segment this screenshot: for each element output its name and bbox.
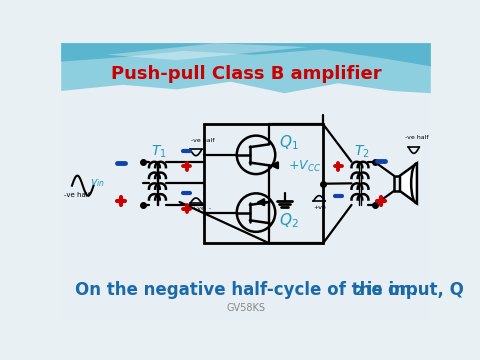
Text: Push-pull Class B amplifier: Push-pull Class B amplifier xyxy=(111,65,381,83)
Text: is on.: is on. xyxy=(361,280,417,298)
Bar xyxy=(394,176,400,191)
Polygon shape xyxy=(400,163,417,203)
Polygon shape xyxy=(61,43,431,70)
Text: $+V_{CC}$: $+V_{CC}$ xyxy=(288,159,322,174)
Text: $Q_1$: $Q_1$ xyxy=(279,133,299,152)
Polygon shape xyxy=(108,43,308,60)
Text: On the negative half-cycle of the input, Q: On the negative half-cycle of the input,… xyxy=(75,280,464,298)
Text: $Q_2$: $Q_2$ xyxy=(279,211,299,230)
Text: 2: 2 xyxy=(355,285,364,298)
Text: +ve  -: +ve - xyxy=(192,206,211,211)
Text: $T_1$: $T_1$ xyxy=(151,144,167,160)
Bar xyxy=(204,124,323,243)
Polygon shape xyxy=(61,43,431,320)
Text: $v_{in}$: $v_{in}$ xyxy=(90,177,106,189)
Polygon shape xyxy=(61,43,431,97)
Text: -ve half: -ve half xyxy=(406,135,429,140)
Text: -ve half: -ve half xyxy=(63,192,90,198)
Text: +ve: +ve xyxy=(314,205,326,210)
Text: GV58KS: GV58KS xyxy=(227,303,265,313)
Text: $T_2$: $T_2$ xyxy=(354,144,369,160)
Text: -ve half: -ve half xyxy=(191,138,214,143)
